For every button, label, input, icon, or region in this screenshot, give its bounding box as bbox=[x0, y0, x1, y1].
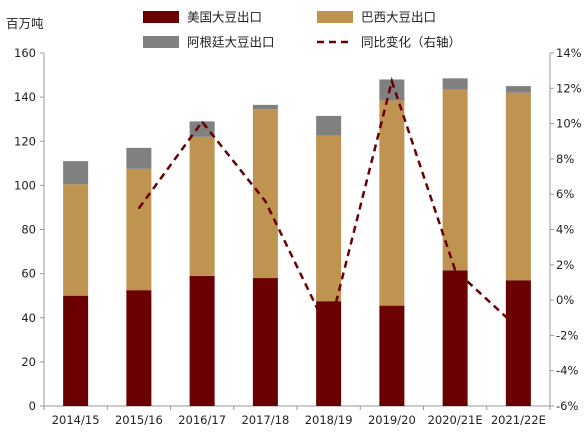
x-axis-tick-label: 2015/16 bbox=[115, 413, 163, 427]
bar-segment-series-1 bbox=[63, 295, 89, 406]
yoy-change-point bbox=[327, 331, 330, 333]
bar-segment-series-1 bbox=[379, 305, 405, 406]
bar-segment-series-1 bbox=[126, 290, 152, 406]
bar-segment-series-2 bbox=[189, 136, 215, 276]
left-axis-tick-label: 140 bbox=[14, 90, 36, 104]
legend-label: 阿根廷大豆出口 bbox=[187, 35, 275, 50]
bar-segment-series-1 bbox=[189, 275, 215, 406]
legend-swatch bbox=[317, 11, 353, 23]
bar-segment-series-2 bbox=[379, 100, 405, 306]
legend-label: 同比变化（右轴） bbox=[361, 35, 461, 50]
right-axis-tick-label: -2% bbox=[556, 328, 578, 342]
bar-segment-series-3 bbox=[316, 115, 342, 136]
yoy-change-point bbox=[138, 207, 140, 210]
y-axis-unit-label: 百万吨 bbox=[6, 16, 44, 31]
bar-segment-series-3 bbox=[442, 78, 468, 90]
bar-segment-series-1 bbox=[316, 301, 342, 406]
bar-segment-series-3 bbox=[63, 161, 89, 185]
bar-segment-series-2 bbox=[63, 184, 89, 296]
right-axis-tick-label: 10% bbox=[556, 117, 582, 131]
bar-segment-series-3 bbox=[126, 147, 152, 169]
bars-layer bbox=[63, 78, 531, 406]
x-axis-tick-label: 2014/15 bbox=[52, 413, 100, 427]
legend-label: 美国大豆出口 bbox=[187, 10, 262, 25]
right-axis-tick-label: 8% bbox=[556, 152, 574, 166]
bar-segment-series-2 bbox=[442, 89, 468, 271]
bar-segment-series-2 bbox=[316, 135, 342, 302]
x-axis-tick-label: 2018/19 bbox=[305, 413, 353, 427]
right-axis-tick-label: 14% bbox=[556, 46, 582, 60]
bar-segment-series-3 bbox=[252, 104, 278, 110]
left-axis-tick-label: 20 bbox=[21, 355, 36, 369]
bar-segment-series-3 bbox=[505, 86, 531, 93]
right-axis-tick-label: -6% bbox=[556, 399, 578, 413]
bar-segment-series-2 bbox=[252, 109, 278, 279]
left-axis-tick-label: 80 bbox=[21, 223, 36, 237]
left-axis-tick-label: 120 bbox=[14, 134, 36, 148]
right-axis-tick-label: 2% bbox=[556, 258, 574, 272]
left-axis-tick-label: 40 bbox=[21, 311, 36, 325]
legend-swatch bbox=[143, 11, 179, 23]
right-axis-tick-label: 6% bbox=[556, 187, 574, 201]
x-axis-tick-label: 2019/20 bbox=[368, 413, 416, 427]
axes-layer: 0 20 40 60 80 100 120 140 160 -6% -4% -2% 0% 2% 4% 6% 8%… bbox=[14, 46, 582, 427]
yoy-change-point bbox=[264, 200, 267, 203]
yoy-change-point bbox=[201, 121, 203, 123]
x-axis-tick-label: 2021/22E bbox=[491, 413, 546, 427]
x-axis-tick-label: 2020/21E bbox=[428, 413, 483, 427]
yoy-change-point bbox=[454, 269, 456, 271]
bar-segment-series-1 bbox=[442, 270, 468, 406]
x-axis-tick-label: 2016/17 bbox=[178, 413, 226, 427]
bar-segment-series-2 bbox=[505, 92, 531, 281]
left-axis-tick-label: 100 bbox=[14, 178, 36, 192]
bar-segment-series-1 bbox=[252, 278, 278, 406]
bar-segment-series-3 bbox=[379, 79, 405, 101]
legend-swatch bbox=[143, 36, 179, 48]
left-axis-tick-label: 0 bbox=[29, 399, 36, 413]
yoy-change-point bbox=[391, 80, 393, 83]
right-axis-tick-label: -4% bbox=[556, 364, 578, 378]
x-axis-tick-label: 2017/18 bbox=[241, 413, 289, 427]
bar-segment-series-1 bbox=[505, 280, 531, 406]
right-axis-tick-label: 4% bbox=[556, 223, 574, 237]
line-layer bbox=[137, 76, 520, 336]
bar-segment-series-3 bbox=[189, 121, 215, 137]
yoy-change-point bbox=[517, 327, 520, 330]
legend-label: 巴西大豆出口 bbox=[361, 10, 436, 25]
left-axis-tick-label: 160 bbox=[14, 46, 36, 60]
bar-segment-series-2 bbox=[126, 168, 152, 291]
right-axis-tick-label: 0% bbox=[556, 293, 574, 307]
right-axis-tick-label: 12% bbox=[556, 81, 582, 95]
left-axis-tick-label: 60 bbox=[21, 267, 36, 281]
